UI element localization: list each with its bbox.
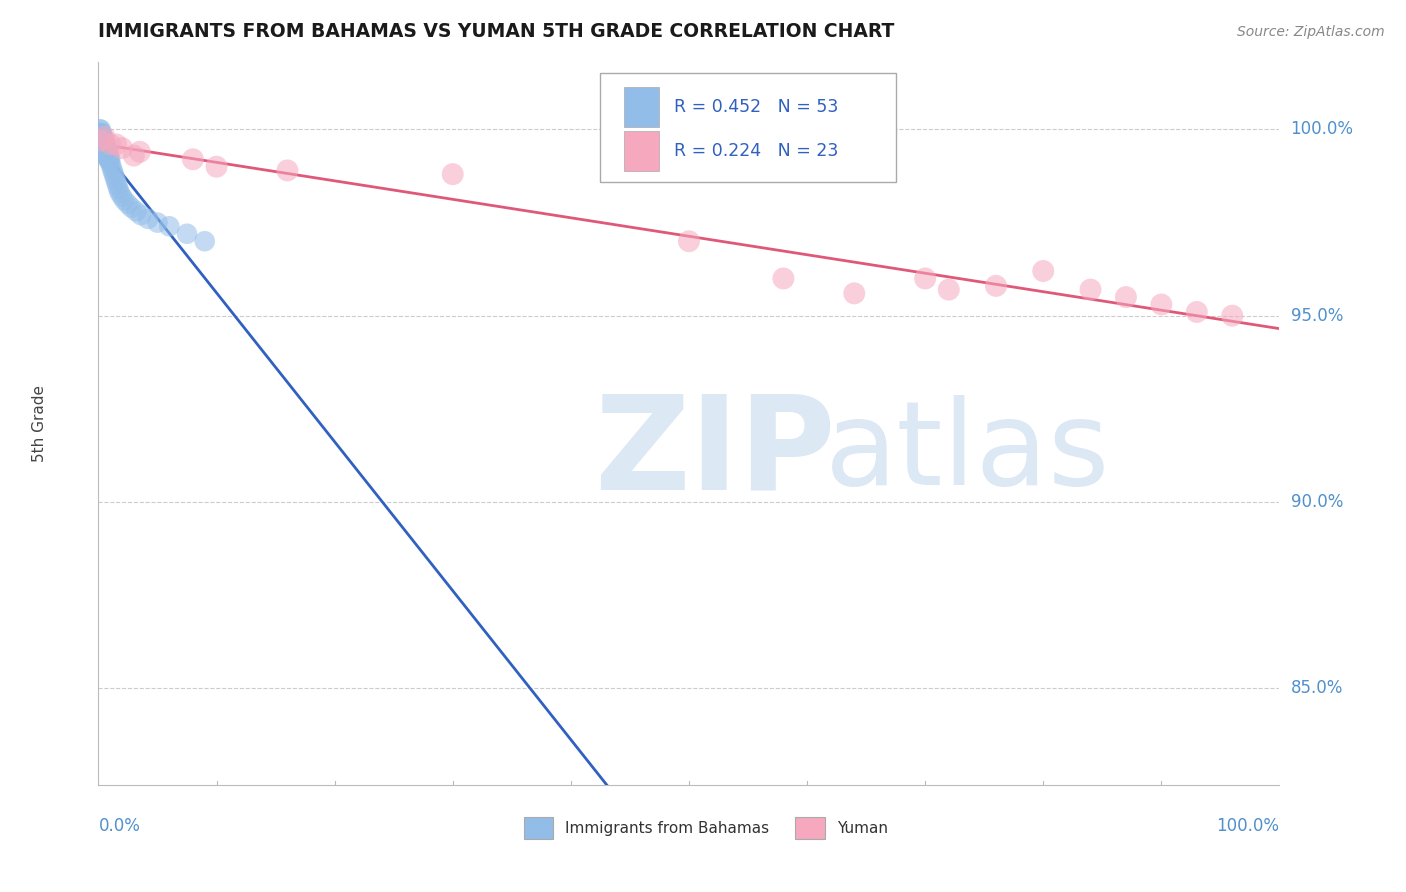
Text: 100.0%: 100.0% [1291, 120, 1354, 138]
Point [1080, 283, 1102, 297]
Text: R = 0.452   N = 53: R = 0.452 N = 53 [673, 98, 838, 116]
Point [93, 145, 115, 159]
Point [984, 279, 1007, 293]
Text: 90.0%: 90.0% [1291, 493, 1343, 511]
Point [122, 148, 145, 162]
Text: ZIP: ZIP [595, 389, 837, 516]
Point [1185, 305, 1208, 319]
Point [181, 153, 204, 167]
FancyBboxPatch shape [600, 73, 896, 182]
Point [94, 141, 117, 155]
Point [93, 134, 115, 148]
Point [176, 227, 198, 241]
Point [1115, 290, 1137, 304]
Point [111, 189, 134, 203]
Text: atlas: atlas [825, 395, 1111, 510]
Point [96, 148, 118, 162]
Point [844, 286, 866, 301]
Point [1220, 309, 1243, 323]
Text: Source: ZipAtlas.com: Source: ZipAtlas.com [1237, 25, 1385, 39]
Point [98, 153, 121, 167]
Text: 100.0%: 100.0% [1216, 817, 1279, 836]
Point [91, 134, 114, 148]
Point [772, 271, 794, 285]
Point [1150, 297, 1173, 311]
Point [194, 234, 217, 248]
Point [125, 204, 148, 219]
Text: 85.0%: 85.0% [1291, 679, 1343, 698]
Point [97, 148, 120, 162]
Point [938, 283, 960, 297]
Point [128, 145, 150, 159]
Point [94, 145, 117, 159]
Point [91, 130, 114, 145]
Point [91, 134, 114, 148]
Point [90, 130, 112, 145]
Point [678, 234, 700, 248]
Point [108, 186, 131, 200]
Point [103, 167, 125, 181]
Point [105, 175, 128, 189]
Point [157, 219, 180, 234]
Point [104, 170, 127, 185]
Point [90, 126, 112, 140]
Point [93, 130, 115, 145]
Point [91, 137, 114, 152]
Point [111, 141, 134, 155]
Point [97, 153, 120, 167]
Point [98, 156, 121, 170]
Point [89, 122, 111, 136]
Point [96, 141, 118, 155]
Text: 0.0%: 0.0% [98, 817, 141, 836]
Point [105, 178, 128, 193]
Text: 5th Grade: 5th Grade [32, 385, 46, 462]
Point [914, 271, 936, 285]
Point [98, 153, 121, 167]
Point [94, 148, 117, 162]
FancyBboxPatch shape [624, 87, 659, 127]
Point [121, 201, 143, 215]
Point [98, 148, 121, 162]
Point [97, 145, 120, 159]
Point [94, 137, 117, 152]
Point [276, 163, 298, 178]
Point [101, 163, 124, 178]
FancyBboxPatch shape [624, 131, 659, 171]
Point [105, 137, 128, 152]
Point [91, 126, 114, 140]
Point [90, 134, 112, 148]
Point [136, 211, 159, 226]
Point [100, 160, 122, 174]
Point [89, 130, 111, 145]
Point [91, 130, 114, 145]
Point [1032, 264, 1054, 278]
Point [129, 208, 152, 222]
Point [91, 134, 114, 148]
Point [91, 137, 114, 152]
FancyBboxPatch shape [523, 817, 553, 839]
Point [96, 145, 118, 159]
Point [93, 141, 115, 155]
Point [93, 137, 115, 152]
Point [117, 197, 139, 211]
Text: IMMIGRANTS FROM BAHAMAS VS YUMAN 5TH GRADE CORRELATION CHART: IMMIGRANTS FROM BAHAMAS VS YUMAN 5TH GRA… [98, 22, 894, 41]
Text: Immigrants from Bahamas: Immigrants from Bahamas [565, 821, 769, 836]
Text: 95.0%: 95.0% [1291, 307, 1343, 325]
Point [90, 122, 112, 136]
Point [89, 126, 111, 140]
Point [441, 167, 464, 181]
Text: R = 0.224   N = 23: R = 0.224 N = 23 [673, 142, 838, 160]
Text: Yuman: Yuman [837, 821, 887, 836]
Point [91, 141, 114, 155]
Point [91, 134, 114, 148]
Point [107, 182, 129, 196]
Point [205, 160, 228, 174]
Point [98, 137, 121, 152]
Point [112, 193, 135, 207]
Point [146, 216, 169, 230]
FancyBboxPatch shape [796, 817, 825, 839]
